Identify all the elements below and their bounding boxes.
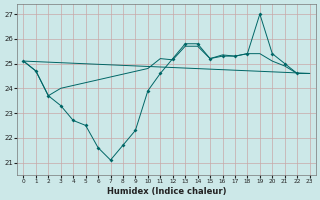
X-axis label: Humidex (Indice chaleur): Humidex (Indice chaleur) [107, 187, 226, 196]
